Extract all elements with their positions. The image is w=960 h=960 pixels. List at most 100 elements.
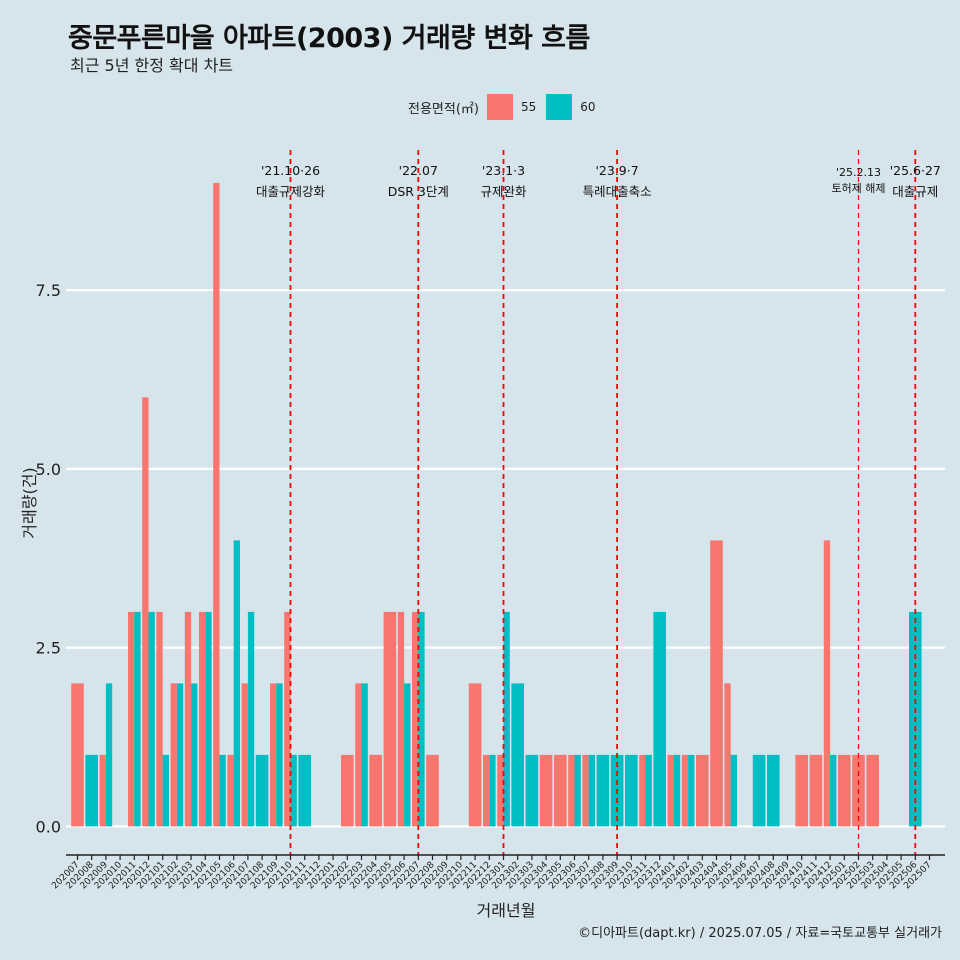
bar-55-202404 [710,540,723,827]
bar-55-202304 [539,754,553,827]
bar-55-202007 [71,683,84,827]
bar-60-202008 [85,754,98,827]
bar-55-202501 [838,754,851,827]
bar-55-202402 [681,754,689,827]
bar-60-202301 [503,611,510,827]
event-date: '25.2.13 [836,166,881,179]
bar-55-202311 [639,754,646,827]
chart-subtitle: 최근 5년 한정 확대 차트 [70,56,234,75]
bar-60-202306 [574,754,581,827]
bar-60-202312 [653,611,666,827]
bar-60-202106 [233,540,240,827]
bar-55-202105 [213,182,220,827]
bar-60-202408 [767,754,780,827]
event-label: 규제완화 [480,184,527,199]
bar-55-202305 [554,754,567,827]
y-tick-label: 7.5 [36,281,61,300]
event-label: 토허제 해제 [831,181,885,195]
bar-60-202307 [588,754,595,827]
x-axis-label: 거래년월 [476,901,536,920]
bar-60-202009 [105,683,113,827]
bar-60-202110 [290,754,297,827]
bar-60-202302 [511,683,524,827]
bar-60-202405 [730,754,737,827]
bar-55-202212 [483,754,490,827]
bar-60-202105 [219,754,226,827]
bar-55-202109 [270,683,277,827]
event-label: 대출규제 [892,184,938,199]
bar-55-202211 [468,683,482,827]
legend: 전용면적(㎡) 55 60 [408,93,606,121]
bar-60-202111 [298,754,311,827]
legend-title: 전용면적(㎡) [408,101,479,117]
bar-60-202012 [148,611,155,827]
y-axis-label: 거래량(건) [20,467,39,539]
bar-60-202310 [625,754,638,827]
bar-55-202009 [99,754,106,827]
bar-60-202311 [645,754,652,827]
bar-60-202103 [191,683,198,827]
bars [71,182,922,827]
bar-55-202204 [369,754,382,827]
bar-55-202207 [412,611,419,827]
y-axis: 0.0 2.5 5.0 7.5 [36,281,61,836]
bar-60-202207 [418,611,425,827]
bar-55-202411 [809,754,823,827]
bar-60-202109 [276,683,283,827]
bar-55-202412 [823,540,831,827]
bar-55-202101 [156,611,163,827]
bar-60-202104 [205,611,212,827]
bar-60-202102 [176,683,184,827]
bar-60-202011 [134,611,141,827]
event-date: '23.9·7 [595,163,638,178]
bar-55-202403 [696,754,709,827]
bar-60-202212 [489,754,496,827]
event-date: '23.1·3 [482,163,525,178]
bar-55-202301 [497,754,504,827]
event-date: '25.6·27 [890,163,941,178]
caption: ©디아파트(dapt.kr) / 2025.07.05 / 자료=국토교통부 실… [578,926,942,941]
bar-55-202208 [426,754,439,827]
legend-label-60: 60 [580,100,596,114]
x-axis: 2020072020082020092020102020112020122021… [50,854,945,891]
bar-60-202206 [404,683,411,827]
bar-55-202103 [184,611,192,827]
bar-55-202107 [241,683,248,827]
bar-60-202308 [596,754,610,827]
bar-55-202202 [341,754,354,827]
bar-60-202402 [688,754,695,827]
bar-55-202102 [170,683,177,827]
bar-55-202104 [199,611,206,827]
legend-label-55: 55 [520,100,537,114]
bar-60-202303 [525,754,539,827]
bar-55-202206 [397,611,405,827]
annotations: '21.10·26 대출규제강화 '22.07 DSR 3단계 '23.1·3 규제완화 '… [256,150,941,855]
bar-55-202106 [227,754,234,827]
bar-55-202011 [128,611,135,827]
event-date: '21.10·26 [261,163,320,178]
bar-60-202401 [673,754,681,827]
bar-55-202405 [724,683,731,827]
bar-60-202101 [162,754,169,827]
y-tick-label: 2.5 [36,639,61,658]
event-label: DSR 3단계 [388,184,449,199]
event-label: 특례대출축소 [583,184,652,199]
bar-60-202107 [247,611,255,827]
bar-60-202412 [830,754,837,827]
y-tick-label: 5.0 [36,460,61,479]
bar-55-202503 [866,754,879,827]
bar-55-202307 [582,754,589,827]
bar-60-202108 [255,754,269,827]
chart-title: 중문푸른마을 아파트(2003) 거래량 변화 흐름 [68,23,590,54]
event-date: '22.07 [399,163,438,178]
bar-55-202203 [355,683,362,827]
event-label: 대출규제강화 [256,184,326,199]
bar-55-202205 [383,611,397,827]
bar-55-202410 [795,754,808,827]
legend-swatch-55 [486,94,513,120]
legend-swatch-60 [546,94,573,120]
bar-55-202401 [667,754,674,827]
bar-55-202012 [142,397,149,827]
bar-60-202407 [752,754,766,827]
